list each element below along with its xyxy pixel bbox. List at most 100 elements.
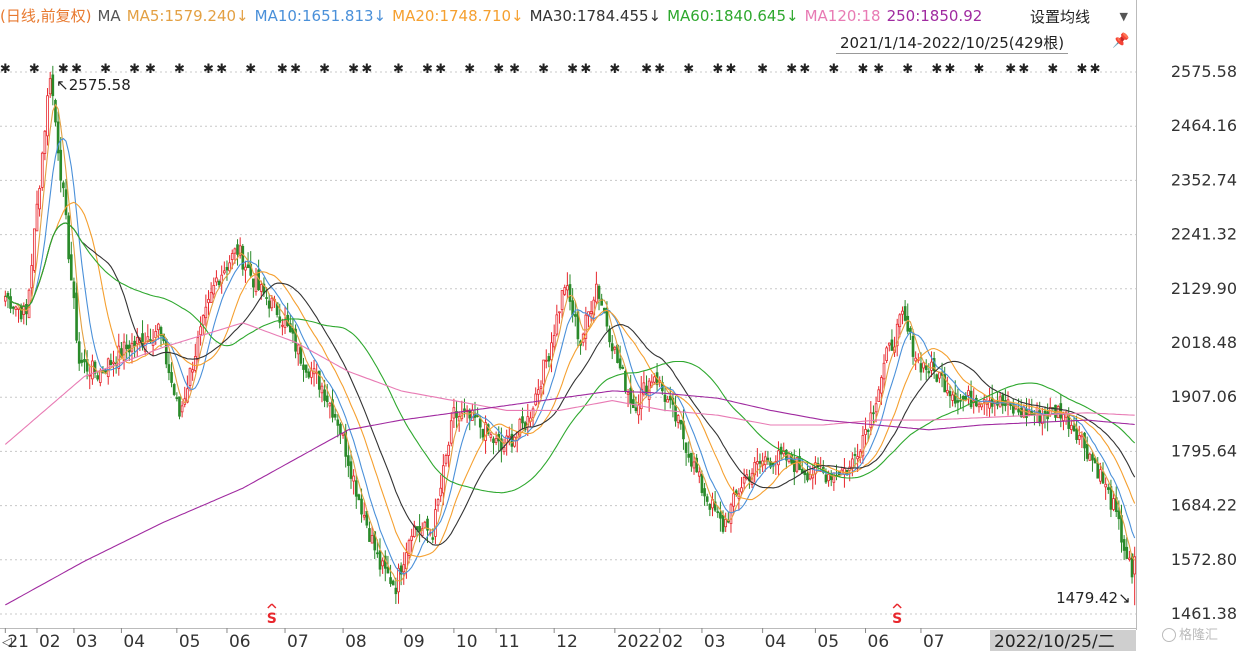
signal-marker: ✱ — [422, 62, 433, 77]
candle-body — [621, 366, 625, 369]
candle-body — [125, 344, 129, 350]
candle-body — [877, 389, 881, 402]
candle-body — [236, 244, 239, 255]
candle-body — [626, 392, 630, 395]
y-tick-label: 1907.06 — [1171, 387, 1237, 406]
candle-body — [254, 273, 258, 293]
signal-marker: ✱ — [786, 62, 797, 77]
candle-body — [349, 461, 353, 479]
candle-body — [1130, 553, 1134, 578]
candle-body — [742, 476, 746, 484]
candle-body — [690, 452, 693, 467]
candle-body — [455, 411, 458, 418]
candle-body — [537, 389, 540, 395]
signal-marker: ✱ — [609, 62, 620, 77]
s-marker-arrow — [896, 603, 902, 609]
s-marker-arrow — [267, 603, 273, 609]
candle-body — [1070, 424, 1073, 430]
y-tick-label: 2464.16 — [1171, 116, 1237, 135]
x-tick-label: 04 — [123, 632, 145, 651]
candle-body — [547, 356, 551, 362]
candle-body — [75, 292, 78, 341]
candle-body — [186, 388, 189, 403]
candle-body — [861, 435, 865, 457]
candle-body — [267, 300, 271, 309]
candle-body — [676, 415, 680, 423]
candle-body — [938, 372, 941, 379]
candle-body — [566, 285, 569, 291]
candle-body — [122, 341, 126, 362]
signal-marker: ✱ — [1090, 62, 1101, 77]
candle-body — [35, 203, 39, 232]
candle-body — [890, 339, 894, 351]
candle-body — [199, 326, 202, 336]
candle-body — [91, 360, 94, 380]
candle-body — [961, 396, 965, 400]
candle-body — [357, 494, 361, 501]
candle-body — [1009, 403, 1012, 406]
candle-body — [679, 419, 683, 425]
signal-marker: ✱ — [100, 62, 111, 77]
candle-body — [439, 487, 443, 497]
candle-body — [328, 402, 332, 407]
candle-body — [927, 370, 931, 374]
candle-body — [259, 284, 263, 292]
candle-body — [792, 458, 796, 473]
candle-body — [1122, 539, 1126, 551]
candle-body — [864, 429, 867, 435]
candle-body — [336, 419, 340, 426]
y-tick-label: 1461.38 — [1171, 604, 1237, 623]
candle-body — [719, 512, 722, 519]
candle-body — [1072, 425, 1076, 432]
candle-body — [832, 472, 836, 483]
candle-body — [629, 387, 633, 404]
pin-icon[interactable]: 📌 — [1112, 33, 1130, 49]
candle-body — [901, 310, 904, 315]
x-tick-label: 03 — [704, 632, 726, 651]
signal-marker: ✱ — [1076, 62, 1087, 77]
y-tick-label: 1572.80 — [1171, 550, 1237, 569]
adjust-mode-label: (日线,前复权) — [0, 7, 92, 25]
candle-body — [449, 420, 453, 444]
date-range-label[interactable]: 2021/1/14-2022/10/25(429根) — [836, 32, 1069, 54]
candle-body — [573, 314, 577, 317]
candle-body — [341, 433, 345, 436]
ma-line-ma60 — [5, 222, 1136, 494]
candle-body — [323, 389, 326, 401]
candle-body — [885, 347, 888, 361]
candle-body — [14, 306, 18, 310]
candle-body — [360, 498, 363, 515]
s-marker-arrow — [271, 603, 277, 609]
candle-body — [988, 400, 991, 409]
s-marker: S — [892, 611, 902, 627]
candle-body — [856, 456, 859, 460]
signal-marker: ✱ — [538, 62, 549, 77]
candle-body — [69, 254, 73, 281]
candle-body — [281, 324, 284, 327]
candle-body — [426, 518, 429, 531]
ma-settings-dropdown[interactable]: 设置均线 ▼ — [1022, 4, 1134, 30]
candle-body — [1025, 408, 1028, 418]
candle-body — [38, 188, 41, 210]
signal-marker: ✱ — [203, 62, 214, 77]
candle-body — [228, 262, 231, 272]
candle-body — [1125, 546, 1129, 559]
candle-body — [463, 408, 466, 413]
candle-body — [307, 371, 311, 378]
candle-body — [59, 149, 63, 181]
candle-body — [77, 341, 81, 364]
candle-body — [943, 374, 947, 393]
candle-body — [930, 361, 933, 371]
candle-body — [668, 395, 672, 401]
x-tick-label: 05 — [179, 632, 201, 651]
candle-body — [977, 403, 981, 408]
candle-body — [911, 335, 915, 357]
candle-body — [758, 461, 762, 464]
signal-marker: ✱ — [799, 62, 810, 77]
candle-body — [40, 152, 44, 188]
candle-body — [159, 327, 163, 337]
candle-body — [882, 362, 886, 380]
candle-body — [265, 297, 268, 299]
candle-body — [484, 422, 487, 441]
